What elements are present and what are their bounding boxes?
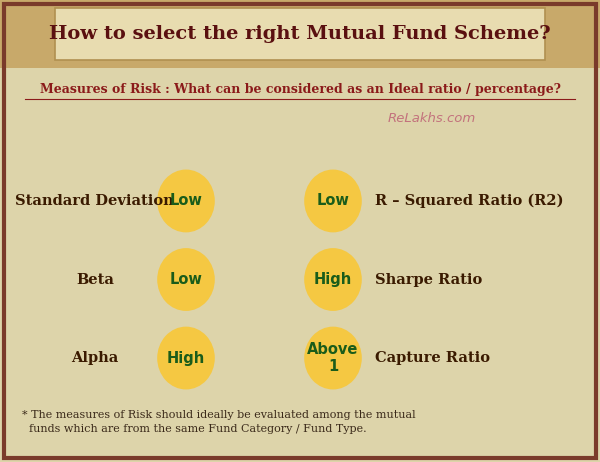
Ellipse shape xyxy=(304,248,362,311)
Text: Alpha: Alpha xyxy=(71,351,118,365)
Ellipse shape xyxy=(157,327,215,389)
Text: ReLakhs.com: ReLakhs.com xyxy=(388,111,476,124)
Ellipse shape xyxy=(157,170,215,232)
Ellipse shape xyxy=(304,170,362,232)
Text: Above
1: Above 1 xyxy=(307,342,359,374)
Text: How to select the right Mutual Fund Scheme?: How to select the right Mutual Fund Sche… xyxy=(49,25,551,43)
Text: Low: Low xyxy=(317,194,349,208)
FancyBboxPatch shape xyxy=(55,8,545,60)
Text: Capture Ratio: Capture Ratio xyxy=(375,351,490,365)
Ellipse shape xyxy=(304,327,362,389)
Text: R – Squared Ratio (R2): R – Squared Ratio (R2) xyxy=(375,194,563,208)
Text: Standard Deviation: Standard Deviation xyxy=(16,194,174,208)
Text: Low: Low xyxy=(170,272,202,287)
Bar xyxy=(0,0,600,68)
Ellipse shape xyxy=(157,248,215,311)
Text: High: High xyxy=(314,272,352,287)
Text: * The measures of Risk should ideally be evaluated among the mutual
  funds whic: * The measures of Risk should ideally be… xyxy=(22,410,416,434)
Text: High: High xyxy=(167,351,205,365)
Text: Beta: Beta xyxy=(76,273,114,286)
Text: Measures of Risk : What can be considered as an Ideal ratio / percentage?: Measures of Risk : What can be considere… xyxy=(40,84,560,97)
Text: Low: Low xyxy=(170,194,202,208)
Text: Sharpe Ratio: Sharpe Ratio xyxy=(375,273,482,286)
